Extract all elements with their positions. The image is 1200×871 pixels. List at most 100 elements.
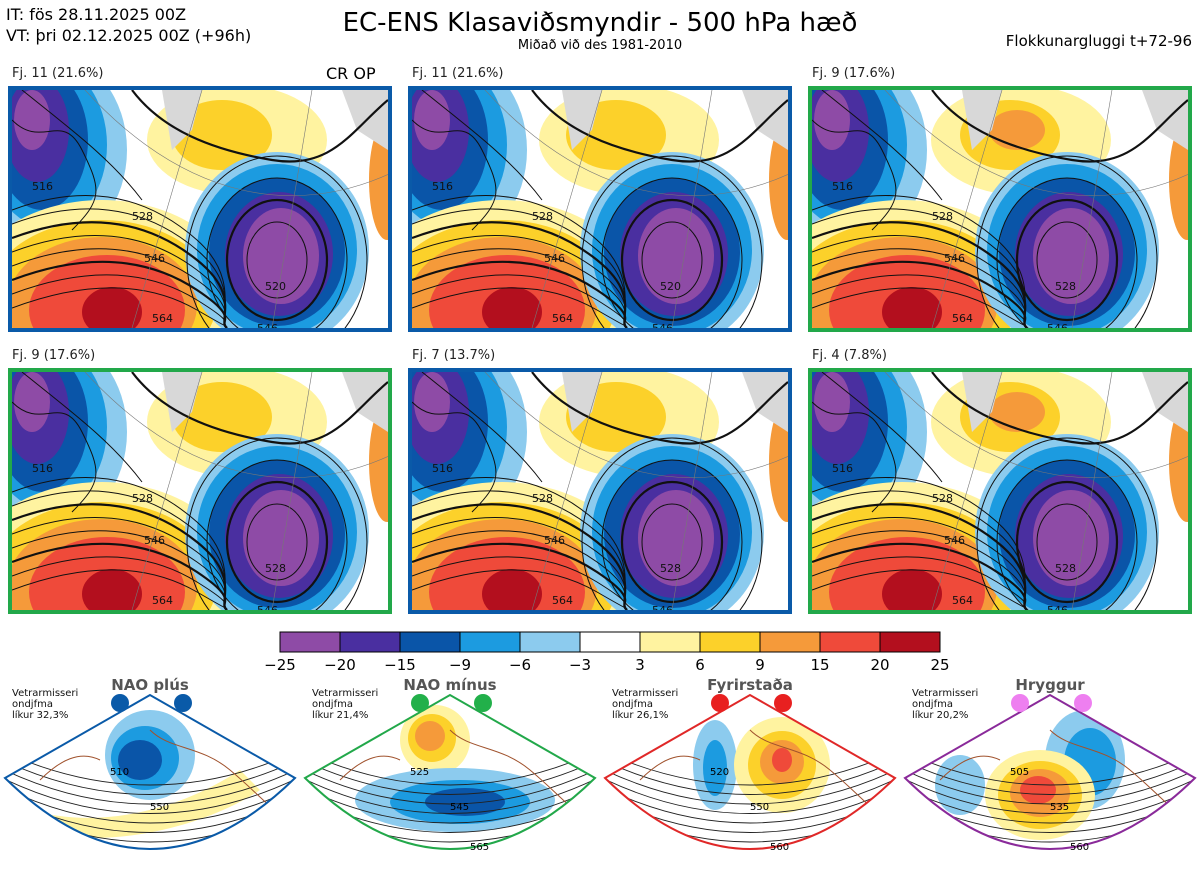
regime-contour-label: 550 (150, 802, 169, 813)
colorbar-tick: −3 (569, 656, 591, 674)
cluster-map: 528 546 564 520 516 546 (408, 86, 792, 332)
contour-label: 528 (132, 210, 153, 223)
colorbar-tick: −25 (264, 656, 296, 674)
contour-label: 528 (532, 492, 553, 505)
colorbar-tick: −15 (384, 656, 416, 674)
valid-time: VT: þri 02.12.2025 00Z (+96h) (6, 26, 252, 45)
regime-fan: 510 550 (3, 693, 297, 850)
cluster-label: Fj. 9 (17.6%) (12, 348, 96, 363)
colorbar-tick: 3 (635, 656, 645, 674)
contour-label: 546 (652, 322, 673, 328)
cluster-map: 528 546 564 528 516 546 (808, 86, 1192, 332)
run-info: IT: fös 28.11.2025 00Z VT: þri 02.12.202… (6, 4, 251, 46)
regime-contour-label: 560 (1070, 842, 1089, 853)
anomaly-map: 528 546 564 528 516 546 (812, 90, 1188, 328)
regime-season: Vetrarmisseri (12, 688, 79, 699)
colorbar-swatch (519, 631, 581, 653)
regime-dot (1074, 694, 1092, 712)
colorbar-swatch (639, 631, 701, 653)
contour-label: 546 (257, 604, 278, 610)
contour-label: 528 (265, 562, 286, 575)
contour-label: 516 (432, 462, 453, 475)
contour-label: 546 (544, 252, 565, 265)
regime-season: Vetrarmisseri (912, 688, 979, 699)
colorbar-tick: 9 (755, 656, 765, 674)
regime-contour-label: 535 (1050, 802, 1069, 813)
cluster-map: 528 546 564 520 516 546 (8, 86, 392, 332)
regime-stat: ondjfma (12, 699, 53, 710)
regime-note: Vetrarmisseri ondjfma líkur 20,2% (912, 688, 978, 721)
cluster-label: Fj. 9 (17.6%) (812, 66, 896, 81)
cluster-map: 528 546 564 528 516 546 (8, 368, 392, 614)
regime-title: Hryggur (1015, 676, 1085, 694)
regime-contour-label: 510 (110, 767, 129, 778)
regime-dot (774, 694, 792, 712)
contour-label: 546 (144, 534, 165, 547)
contour-label: 528 (532, 210, 553, 223)
regime-prob: líkur 20,2% (912, 710, 969, 721)
colorbar-swatch (879, 631, 941, 653)
cluster-label: Fj. 11 (21.6%) (12, 66, 104, 81)
contour-label: 564 (152, 312, 173, 325)
contour-label: 520 (660, 280, 681, 293)
contour-label: 546 (944, 252, 965, 265)
regime-contour-label: 550 (750, 802, 769, 813)
contour-label: 546 (652, 604, 673, 610)
anomaly-map: 528 546 564 528 516 546 (12, 372, 388, 610)
colorbar-tick: −9 (449, 656, 471, 674)
contour-label: 516 (832, 180, 853, 193)
regime-prob: líkur 26,1% (612, 710, 669, 721)
colorbar: −25 −20 −15 −9 −6 −3 3 6 9 15 20 25 (264, 631, 950, 674)
contour-label: 564 (952, 594, 973, 607)
regime-contour-label: 560 (770, 842, 789, 853)
regime-dot (174, 694, 192, 712)
page-title: EC-ENS Klasaviðsmyndir - 500 hPa hæð (342, 8, 858, 38)
colorbar-swatch (339, 631, 401, 653)
contour-label: 546 (1047, 322, 1068, 328)
regime-note: Vetrarmisseri ondjfma líkur 21,4% (312, 688, 378, 721)
colorbar-tick: 15 (810, 656, 829, 674)
regime-dot (474, 694, 492, 712)
regime-fan: 525 545 565 (303, 693, 597, 853)
contour-label: 546 (144, 252, 165, 265)
regime-title: NAO plús (111, 676, 189, 694)
cluster-label: Fj. 11 (21.6%) (412, 66, 504, 81)
colorbar-swatch (579, 631, 641, 653)
page-subtitle: Miðað við des 1981-2010 (517, 38, 683, 53)
colorbar-tick: 6 (695, 656, 705, 674)
colorbar-tick: −20 (324, 656, 356, 674)
colorbar-tick: 25 (930, 656, 949, 674)
contour-label: 528 (660, 562, 681, 575)
contour-label: 528 (1055, 280, 1076, 293)
anomaly-map: 528 546 564 528 516 546 (812, 372, 1188, 610)
colorbar-swatch (819, 631, 881, 653)
contour-label: 564 (152, 594, 173, 607)
contour-label: 528 (132, 492, 153, 505)
regime-dot (411, 694, 429, 712)
regime-season: Vetrarmisseri (612, 688, 679, 699)
contour-label: 516 (32, 462, 53, 475)
colorbar-swatch (759, 631, 821, 653)
classification-window: Flokkunargluggi t+72-96 (1005, 32, 1192, 50)
contour-label: 564 (552, 594, 573, 607)
colorbar-swatch (279, 631, 341, 653)
regime-stat: ondjfma (312, 699, 353, 710)
cluster-map: 528 546 564 528 516 546 (408, 368, 792, 614)
colorbar-tick: 20 (870, 656, 889, 674)
regime-dot (1011, 694, 1029, 712)
regime-contour-label: 520 (710, 767, 729, 778)
regime-frame (3, 693, 297, 850)
contour-label: 516 (432, 180, 453, 193)
anomaly-map: 528 546 564 520 516 546 (412, 90, 788, 328)
colorbar-tick: −6 (509, 656, 531, 674)
control-run-tag: CR OP (326, 64, 376, 83)
contour-label: 516 (32, 180, 53, 193)
cluster-label: Fj. 7 (13.7%) (412, 348, 496, 363)
contour-label: 546 (544, 534, 565, 547)
colorbar-swatch (399, 631, 461, 653)
contour-label: 546 (944, 534, 965, 547)
contour-label: 546 (257, 322, 278, 328)
regime-frame (603, 693, 897, 850)
regime-season: Vetrarmisseri (312, 688, 379, 699)
contour-label: 528 (932, 210, 953, 223)
